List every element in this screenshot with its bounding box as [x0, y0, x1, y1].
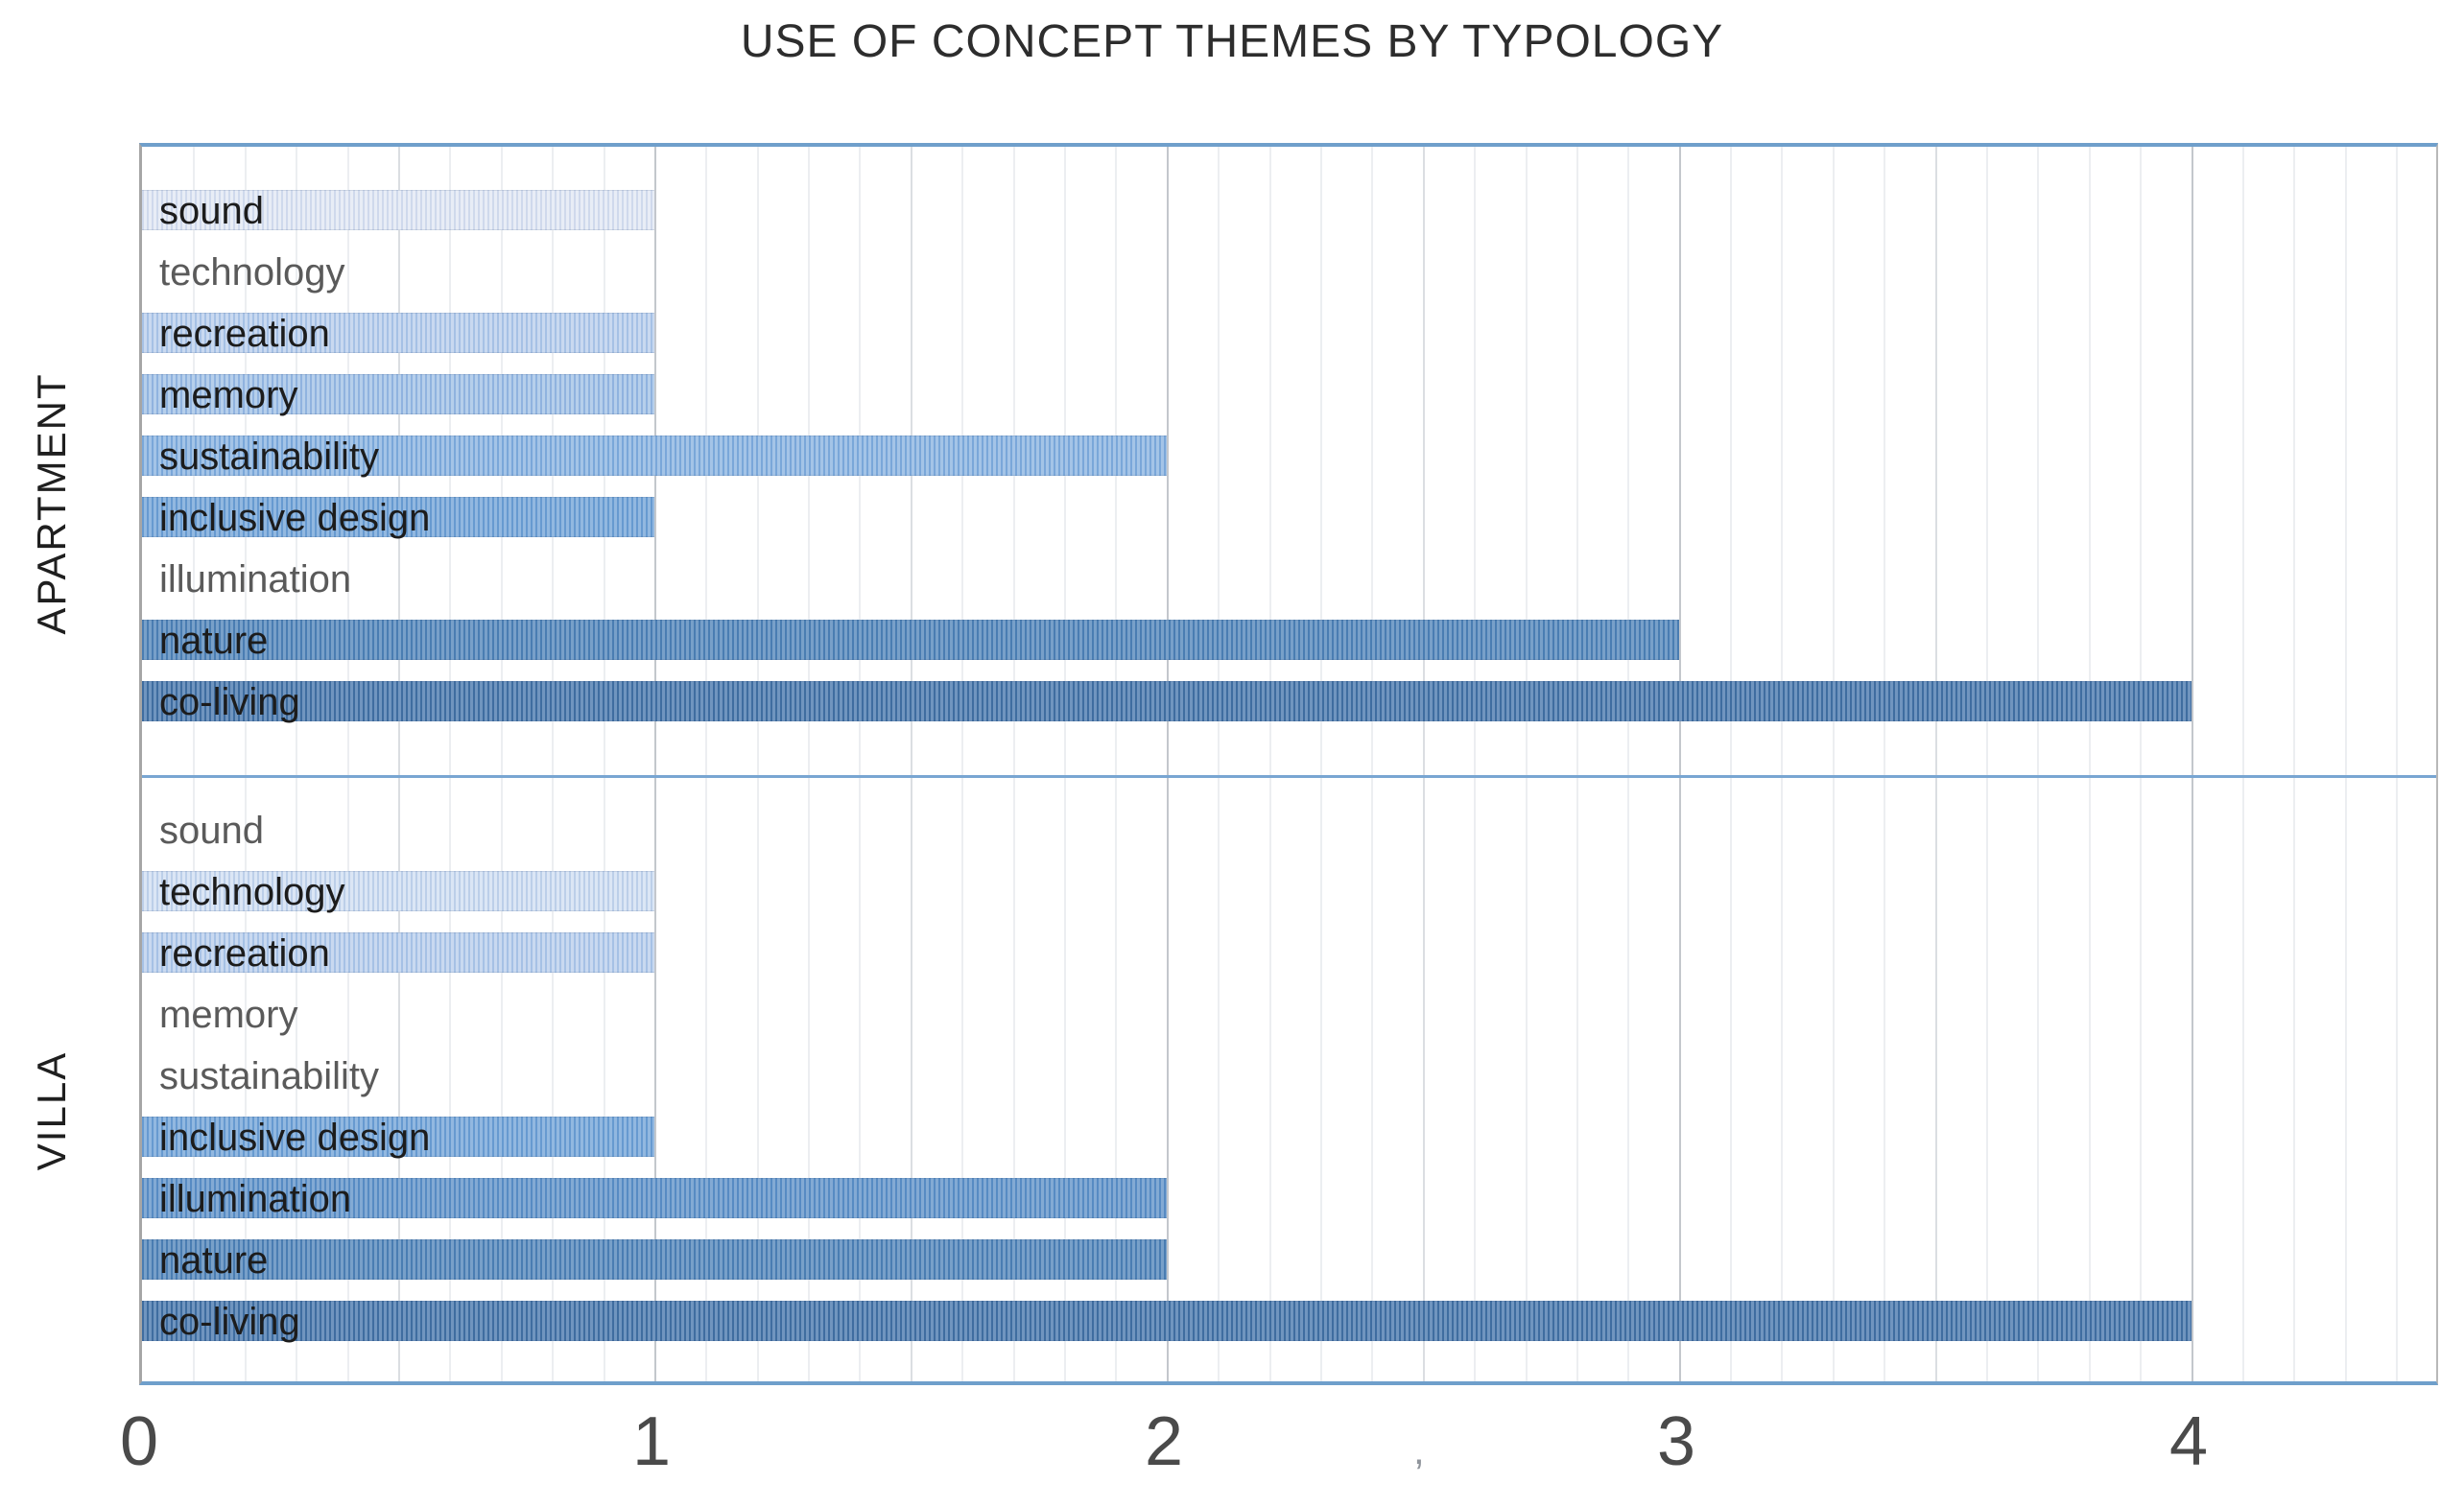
- gridline-major: [2192, 147, 2193, 1381]
- gridline-minor: [347, 147, 349, 1381]
- gridline-minor: [1115, 147, 1117, 1381]
- bar-apartment-inclusive-design: [142, 497, 654, 537]
- gridline-minor: [1474, 147, 1476, 1381]
- gridline-major: [1167, 147, 1169, 1381]
- x-tick-label-3: 3: [1656, 1403, 1696, 1480]
- panel-divider-line: [142, 775, 2436, 778]
- category-label-villa-technology: technology: [159, 871, 345, 913]
- bar-villa-co-living: [142, 1301, 2192, 1341]
- plot-area: sound technology recreation memory sustainab…: [139, 143, 2438, 1385]
- category-label-apartment-technology: technology: [159, 251, 345, 294]
- gridline-minor: [398, 147, 400, 1381]
- gridline-minor: [2293, 147, 2295, 1381]
- gridline-minor: [2037, 147, 2039, 1381]
- gridline-minor: [1576, 147, 1578, 1381]
- bar-apartment-sound: [142, 190, 654, 230]
- bar-villa-nature: [142, 1239, 1167, 1280]
- gridline-minor: [1269, 147, 1271, 1381]
- gridline-major: [1679, 147, 1681, 1381]
- gridline-minor: [552, 147, 554, 1381]
- category-label-villa-illumination: illumination: [159, 1178, 352, 1220]
- category-label-apartment-memory: memory: [159, 374, 298, 416]
- category-label-apartment-nature: nature: [159, 620, 269, 662]
- gridline-minor: [2089, 147, 2091, 1381]
- gridline-minor: [1781, 147, 1783, 1381]
- gridline-minor: [705, 147, 707, 1381]
- category-label-apartment-illumination: illumination: [159, 558, 352, 600]
- gridline-minor: [757, 147, 759, 1381]
- gridline-minor: [1526, 147, 1528, 1381]
- category-label-villa-inclusive-design: inclusive design: [159, 1117, 431, 1159]
- bar-apartment-co-living: [142, 681, 2192, 721]
- category-label-apartment-recreation: recreation: [159, 313, 330, 355]
- group-label-apartment: APARTMENT: [29, 372, 74, 635]
- gridline-minor: [296, 147, 297, 1381]
- bar-villa-recreation: [142, 932, 654, 973]
- category-label-apartment-sustainability: sustainability: [159, 436, 380, 478]
- gridline-minor: [2396, 147, 2398, 1381]
- x-tick-label-0: 0: [119, 1403, 159, 1480]
- gridline-minor: [2242, 147, 2244, 1381]
- bar-villa-inclusive-design: [142, 1117, 654, 1157]
- category-label-apartment-inclusive-design: inclusive design: [159, 497, 431, 539]
- gridline-minor: [1730, 147, 1732, 1381]
- gridline-minor: [1833, 147, 1835, 1381]
- gridline-minor: [1884, 147, 1885, 1381]
- category-label-apartment-sound: sound: [159, 190, 264, 232]
- gridline-minor: [961, 147, 963, 1381]
- gridline-minor: [2140, 147, 2142, 1381]
- category-label-villa-memory: memory: [159, 994, 298, 1036]
- gridline-minor: [808, 147, 810, 1381]
- category-label-apartment-co-living: co-living: [159, 681, 300, 723]
- gridline-minor: [1218, 147, 1220, 1381]
- gridline-minor: [1627, 147, 1629, 1381]
- gridline-minor: [1320, 147, 1322, 1381]
- axis-artifact-comma: ,: [1413, 1427, 1425, 1472]
- gridline-minor: [604, 147, 605, 1381]
- category-label-villa-sound: sound: [159, 810, 264, 852]
- bar-apartment-memory: [142, 374, 654, 414]
- bar-apartment-recreation: [142, 313, 654, 353]
- category-label-villa-nature: nature: [159, 1239, 269, 1282]
- bar-villa-technology: [142, 871, 654, 911]
- bar-villa-illumination: [142, 1178, 1167, 1218]
- x-tick-label-1: 1: [631, 1403, 672, 1480]
- gridline-minor: [1064, 147, 1066, 1381]
- gridline-minor: [1371, 147, 1373, 1381]
- category-label-villa-sustainability: sustainability: [159, 1055, 380, 1097]
- gridline-minor: [911, 147, 912, 1381]
- bar-apartment-nature: [142, 620, 1679, 660]
- category-label-villa-recreation: recreation: [159, 932, 330, 975]
- gridline-minor: [449, 147, 451, 1381]
- group-label-villa: VILLA: [29, 1050, 74, 1171]
- category-label-villa-co-living: co-living: [159, 1301, 300, 1343]
- x-tick-label-2: 2: [1144, 1403, 1184, 1480]
- bar-apartment-sustainability: [142, 436, 1167, 476]
- x-tick-label-4: 4: [2168, 1403, 2209, 1480]
- gridline-minor: [501, 147, 503, 1381]
- gridline-minor: [1986, 147, 1988, 1381]
- gridline-major: [654, 147, 656, 1381]
- gridline-minor: [1935, 147, 1937, 1381]
- gridline-minor: [193, 147, 195, 1381]
- gridline-minor: [1013, 147, 1015, 1381]
- gridline-minor: [245, 147, 247, 1381]
- chart-title: USE OF CONCEPT THEMES BY TYPOLOGY: [740, 16, 1724, 67]
- gridline-minor: [1423, 147, 1425, 1381]
- gridline-minor: [2345, 147, 2347, 1381]
- gridline-minor: [859, 147, 861, 1381]
